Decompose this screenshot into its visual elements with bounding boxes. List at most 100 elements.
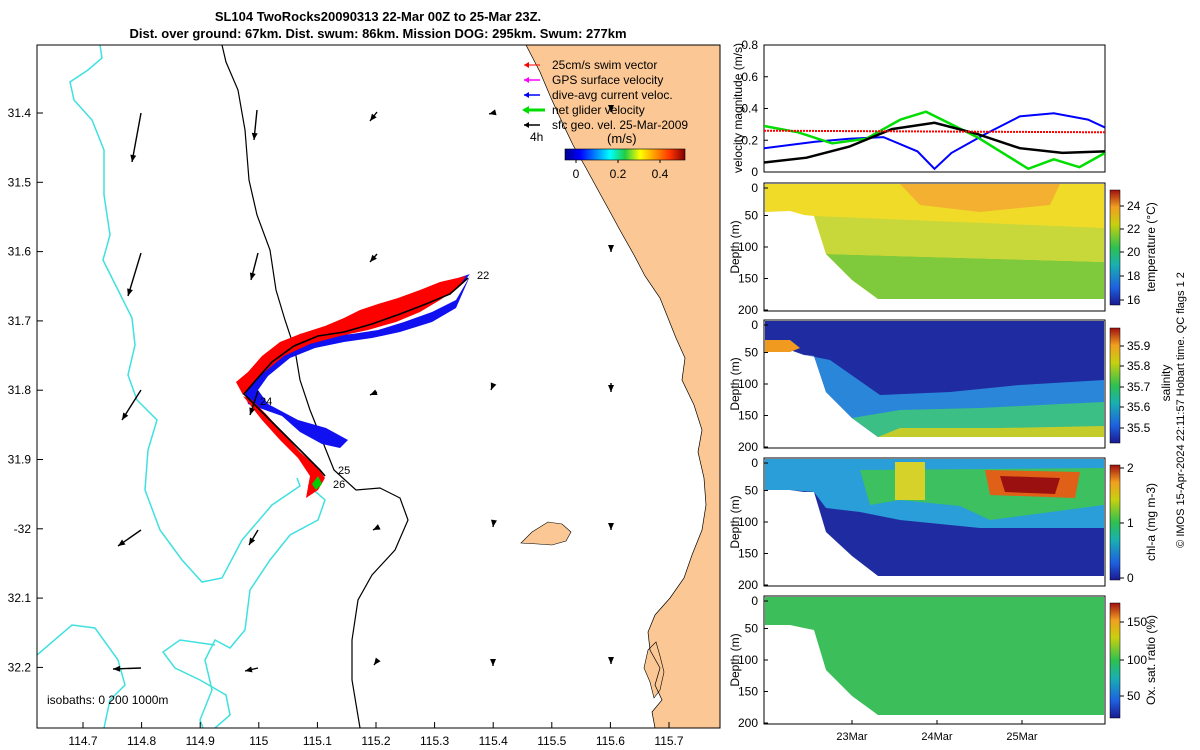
oxygen-label: Ox. sat. ratio (%) (1144, 615, 1158, 705)
colorbar-tick-1: 0.2 (610, 167, 627, 181)
depth-axis-label: Depth (m) (728, 357, 742, 410)
geo-arrow-head (490, 382, 497, 390)
geo-arrow-head (370, 389, 378, 395)
legend-item-dive-avg: dive-avg current veloc. (524, 88, 673, 102)
lat-tick-label: 31.6 (8, 245, 32, 259)
geostrophic-arrows (112, 105, 614, 673)
velocity-panel: 0 0.2 0.4 0.6 0.8 velocity magnitude (m/s) (731, 38, 1106, 179)
vel-tick-label: 0.2 (741, 133, 758, 147)
legend-item-swim: 25cm/s swim vector (524, 58, 657, 72)
fan-red-2 (243, 396, 325, 498)
map-axis-ticks: 114.7 114.8 114.9 115 115.1 115.2 115.3 115.4 11… (8, 106, 684, 748)
island (520, 521, 572, 546)
chla-core (1000, 476, 1060, 494)
lat-tick-label: 32.1 (8, 591, 32, 605)
lon-tick-label: 115 (249, 734, 268, 748)
colorbar-unit: (m/s) (607, 131, 637, 146)
chla-panel: chl-a (mg m-3) (763, 457, 1158, 587)
depth-tick-label: 50 (745, 346, 759, 360)
salinity-cb-label: 35.6 (1127, 400, 1151, 414)
lat-tick-label: -32 (14, 522, 32, 536)
vel-tick-label: 0 (751, 165, 758, 179)
geo-arrow-head (245, 666, 253, 673)
date-tick-label: 23Mar (836, 731, 868, 743)
copyright-note: © IMOS 15-Apr-2024 22:11:57 Hobart time.… (1175, 272, 1187, 548)
net-track-line (242, 277, 469, 477)
lon-tick-label: 115.3 (420, 734, 449, 748)
salinity-cb-label: 35.8 (1127, 359, 1151, 373)
temperature-cb-label: 24 (1127, 199, 1141, 213)
depth-tick-label: 0 (751, 456, 758, 470)
isobaths-label: isobaths: 0 200 1000m (47, 693, 168, 707)
geo-arrow-head (608, 105, 614, 112)
speed-colorbar (564, 148, 686, 161)
svg-text:net glider velocity: net glider velocity (552, 103, 645, 117)
geo-arrow-head (373, 524, 381, 530)
vel-tick-label: 0.6 (741, 70, 758, 84)
coastline-land (526, 45, 720, 728)
depth-tick-label: 150 (738, 685, 758, 699)
geo-arrow-head (118, 539, 126, 546)
geo-arrow-head (249, 537, 256, 545)
temperature-cb-label: 22 (1127, 222, 1141, 236)
geo-arrow-shaft (127, 252, 142, 297)
isobath-cyan-1 (69, 45, 301, 583)
lat-tick-label: 31.7 (8, 314, 32, 328)
depth-axis-label: Depth (m) (728, 220, 742, 273)
salinity-bottom (878, 426, 1104, 437)
depth-tick-label: 0 (751, 594, 758, 608)
geo-arrow-head (608, 523, 614, 530)
fan-red-1 (236, 276, 466, 395)
velocity-series-0 (764, 112, 1105, 171)
isobath-black-1 (221, 45, 409, 728)
depth-tick-label: 150 (738, 547, 758, 561)
depth-tick-label: 0 (751, 318, 758, 332)
velocity-series (764, 110, 1105, 171)
geo-arrow-head (608, 385, 614, 392)
depth-axis-label: Depth (m) (728, 633, 742, 686)
temperature-cb-label: 20 (1127, 245, 1141, 259)
depth-axis-label: Depth (m) (728, 495, 742, 548)
vel-tick-label: 0.8 (741, 38, 758, 52)
geo-arrow-head (491, 519, 497, 527)
lon-tick-label: 115.6 (596, 734, 625, 748)
lat-tick-label: 31.4 (8, 106, 32, 120)
peel-inlet (643, 641, 665, 699)
isobath-cyan-3 (37, 624, 126, 728)
lon-tick-label: 114.8 (127, 734, 156, 748)
fan-green (312, 476, 322, 490)
chla-cb-label: 1 (1127, 516, 1134, 530)
salinity-cb-label: 35.7 (1127, 380, 1151, 394)
oxygen-field (765, 597, 1104, 715)
oxygen-cb-label: 50 (1127, 689, 1141, 703)
depth-tick-label: 50 (745, 484, 759, 498)
oxygen-colorbar (1109, 602, 1121, 719)
lon-tick-label: 115.5 (537, 734, 566, 748)
isobath-cyan-4 (161, 639, 231, 728)
section-panels: temperature (°C) salinity chl-a (mg m-3) (728, 181, 1173, 743)
legend-item-gps: GPS surface velocity (524, 73, 663, 87)
chla-colorbar (1109, 464, 1121, 581)
depth-tick-label: 50 (745, 209, 759, 223)
title-line-2: Dist. over ground: 67km. Dist. swum: 86k… (129, 26, 626, 41)
isobath-cyan-2 (199, 484, 326, 728)
depth-tick-label: 100 (738, 653, 758, 667)
lat-tick-label: 31.8 (8, 383, 32, 397)
temperature-label: temperature (°C) (1144, 202, 1158, 292)
velocity-ylabel: velocity magnitude (m/s) (731, 43, 745, 173)
lon-tick-label: 115.4 (479, 734, 508, 748)
depth-tick-label: 150 (738, 272, 758, 286)
depth-tick-label: 100 (738, 515, 758, 529)
temperature-colorbar (1109, 189, 1121, 306)
lon-tick-label: 114.7 (68, 734, 97, 748)
geo-arrow-head (249, 407, 256, 415)
geo-arrow-head (113, 665, 121, 672)
lon-tick-label: 115.7 (654, 734, 683, 748)
fan-blue-1 (245, 276, 470, 448)
glider-track (236, 274, 470, 498)
salinity-cb-label: 35.9 (1127, 339, 1151, 353)
chla-cb-label: 2 (1127, 461, 1134, 475)
coastline (525, 45, 707, 728)
